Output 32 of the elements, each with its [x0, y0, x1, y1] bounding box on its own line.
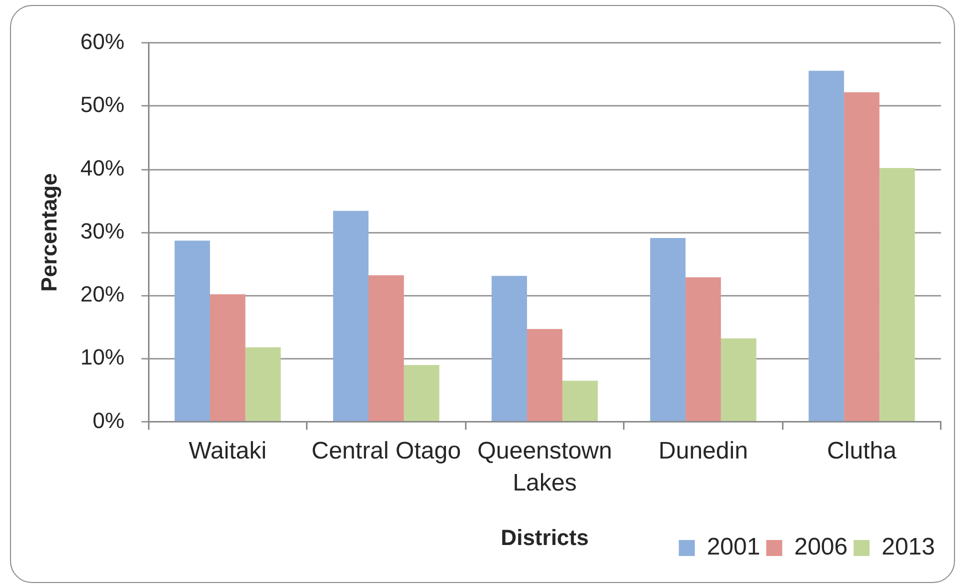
legend-label: 2013 [882, 534, 935, 561]
y-tick-label: 60% [80, 29, 124, 54]
bar [333, 210, 368, 422]
bar [844, 92, 880, 422]
x-axis-title: Districts [500, 524, 589, 550]
bar [404, 364, 440, 422]
y-tick-label: 0% [92, 408, 124, 433]
bar [368, 275, 404, 422]
bar [720, 338, 756, 422]
x-tick-label: Central Otago [311, 437, 461, 464]
y-tick-label: 50% [80, 92, 124, 118]
legend-label: 2006 [794, 534, 848, 561]
bar [492, 276, 528, 422]
bar [174, 240, 210, 422]
x-tick-label: Queenstown Lakes [477, 437, 612, 496]
y-tick-label: 40% [80, 155, 124, 180]
x-tick-label: Clutha [827, 437, 898, 464]
bar [879, 168, 915, 422]
legend-label: 2001 [706, 534, 760, 561]
y-tick-label: 20% [80, 282, 124, 307]
y-tick-label: 30% [80, 218, 124, 244]
bar [245, 347, 281, 422]
bar [527, 328, 562, 422]
bar [808, 70, 844, 422]
bar [650, 238, 686, 422]
bar [210, 294, 246, 422]
bar [562, 380, 598, 422]
x-tick-label: Waitaki [188, 437, 267, 464]
x-tick-label: Dunedin [658, 437, 748, 464]
bar [686, 277, 721, 422]
y-axis-title: Percentage [36, 173, 62, 292]
y-tick-label: 10% [80, 344, 124, 370]
